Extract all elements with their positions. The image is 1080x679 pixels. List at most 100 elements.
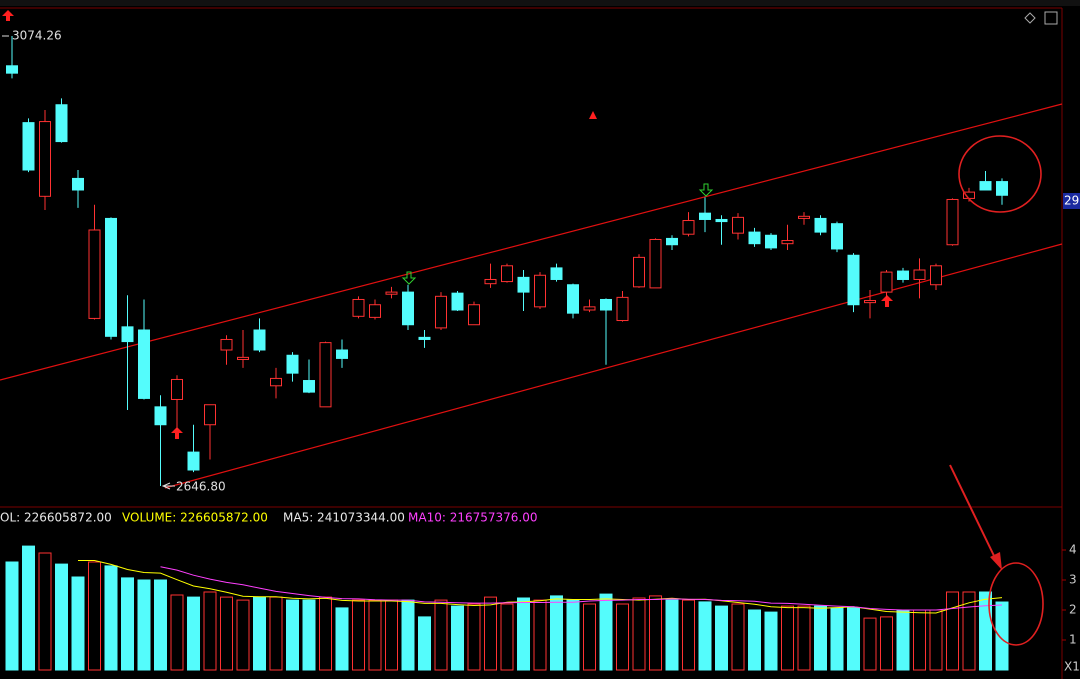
volume-bar: [830, 607, 844, 671]
buy-arrow: [2, 10, 14, 21]
buy-arrow: [881, 295, 893, 307]
y-tick-label: 4: [1069, 543, 1077, 557]
candle-body: [600, 298, 612, 311]
volume-bar: [550, 595, 563, 671]
candle-body: [649, 238, 662, 289]
candle-body: [187, 451, 200, 471]
legend-label: MA5: 241073344.00: [283, 511, 405, 525]
candle-body: [451, 292, 464, 311]
volume-bar: [401, 599, 415, 671]
candle-body: [864, 300, 876, 304]
volume-bar: [517, 597, 530, 671]
candle-body: [979, 181, 992, 191]
volume-bar: [979, 591, 992, 671]
candle-body: [633, 256, 645, 288]
volume-bar: [649, 595, 662, 671]
channel-line: [0, 103, 1063, 381]
candle-body: [121, 326, 134, 343]
volume-bar: [583, 603, 596, 671]
candle-body: [682, 220, 695, 235]
candle-body: [583, 306, 596, 311]
volume-bar: [104, 565, 118, 671]
candle-body: [270, 377, 282, 387]
candle-body: [369, 304, 381, 318]
icon[interactable]: [1024, 12, 1036, 24]
volume-bar: [665, 599, 679, 671]
candle-body: [897, 270, 909, 280]
candle-body: [22, 122, 35, 171]
candle-body: [88, 229, 101, 319]
y-tick-label: 1: [1069, 633, 1077, 647]
volume-bar: [962, 591, 976, 671]
channel-line: [164, 243, 1063, 489]
candle-body: [913, 269, 926, 280]
volume-bar: [286, 599, 299, 671]
highlight-circle: [958, 135, 1042, 213]
candle-body: [402, 291, 414, 326]
low-label: 2646.80: [176, 480, 226, 494]
volume-bar: [863, 617, 877, 671]
candle-body: [567, 284, 579, 314]
volume-bar: [599, 593, 613, 671]
candle-body: [319, 342, 332, 408]
corner-label: X1: [1064, 660, 1080, 674]
buy-arrow: [171, 427, 183, 439]
candle-body: [996, 181, 1008, 196]
candle-body: [501, 265, 513, 283]
volume-bar: [302, 599, 316, 671]
candle-body: [220, 338, 233, 351]
volume-bar: [253, 596, 266, 671]
candle-body: [253, 329, 266, 351]
y-tick-label: 2: [1069, 603, 1077, 617]
candle-body: [484, 278, 497, 285]
candle-body: [748, 231, 761, 245]
volume-bar: [22, 545, 35, 671]
y-tick-label: 3: [1069, 573, 1077, 587]
highlight-circle: [988, 562, 1044, 646]
pointer-arrowhead: [990, 552, 1002, 570]
candle-body: [814, 217, 827, 233]
candle-body: [781, 240, 794, 245]
legend-label: OL: 226605872.00: [0, 511, 112, 525]
toolbar: [0, 0, 1080, 6]
candle-body: [798, 215, 810, 219]
candle-body: [336, 349, 348, 359]
candle-body: [55, 104, 68, 143]
volume-bar: [137, 579, 151, 671]
sell-arrow: [401, 271, 417, 285]
ma-line: [160, 566, 1003, 611]
volume-bar: [616, 603, 629, 671]
volume-bar: [220, 596, 233, 671]
candle-body: [666, 237, 678, 246]
candle-body: [352, 298, 365, 317]
candle-body: [72, 177, 84, 191]
candle-body: [6, 65, 18, 74]
icon[interactable]: [1044, 11, 1058, 25]
candle-body: [154, 406, 167, 426]
volume-bar: [731, 603, 745, 671]
volume-bar: [797, 605, 811, 671]
volume-bar: [352, 599, 365, 671]
price-tag: [1063, 193, 1080, 209]
volume-bar: [38, 552, 52, 671]
volume-bar: [335, 607, 349, 671]
price-tag-label: 29: [1064, 194, 1079, 208]
candle-body: [517, 276, 530, 293]
candle-body: [237, 356, 249, 360]
volume-bar: [451, 605, 464, 671]
volume-bar: [434, 599, 448, 671]
volume-bar: [467, 603, 481, 671]
volume-bar: [814, 605, 827, 671]
candle-body: [616, 296, 629, 322]
volume-bar: [236, 599, 250, 671]
volume-bar: [715, 605, 728, 671]
candle-body: [880, 271, 893, 293]
candle-body: [847, 254, 860, 306]
volume-bar: [946, 591, 959, 671]
volume-bar: [632, 597, 646, 671]
volume-bar: [418, 616, 431, 671]
candle-body: [765, 234, 777, 249]
volume-bar: [698, 601, 712, 671]
volume-bar: [748, 609, 761, 671]
